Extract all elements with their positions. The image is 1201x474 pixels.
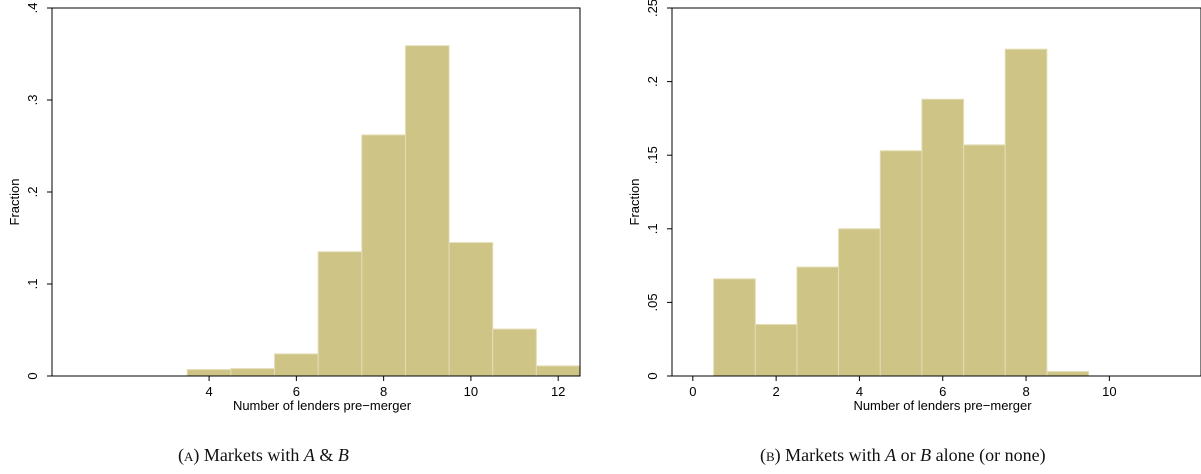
y-axis-title: Fraction (7, 179, 22, 226)
y-tick-label: .1 (25, 279, 40, 290)
y-tick-label: .25 (645, 0, 660, 17)
histogram-bar (317, 251, 363, 377)
caption-b-pre: Markets with (785, 445, 886, 465)
histogram-panel-a: 4 6 8 10 12 0 .1 .2 .3 .4 Number of lenders pre−me… (7, 3, 581, 413)
x-tick-label: 4 (205, 384, 212, 399)
x-tick-label: 6 (939, 384, 946, 399)
x-tick-label: 8 (1022, 384, 1029, 399)
caption-a-letter: (a) (178, 445, 200, 465)
histogram-bar (492, 328, 537, 377)
caption-b-var2: B (920, 445, 932, 465)
caption-b-letter: (b) (760, 445, 781, 465)
caption-a-pre: Markets with (203, 445, 304, 465)
caption-a-var2: B (337, 445, 349, 465)
x-tick-label: 0 (689, 384, 696, 399)
x-tick-label: 6 (293, 384, 300, 399)
y-tick-label: .05 (645, 293, 660, 311)
y-tick-label: 0 (645, 372, 660, 379)
plot-frame (51, 7, 581, 377)
histogram-panel-b: 0 2 4 6 8 10 0 .05 .1 .15 .2 .25 Number of lenders p… (627, 0, 1201, 413)
caption-a-mid: & (314, 445, 338, 465)
x-tick-label: 8 (380, 384, 387, 399)
caption-b-var1: A (885, 445, 897, 465)
histogram-bar (1046, 371, 1090, 377)
histogram-bar (274, 353, 319, 377)
x-axis-title: Number of lenders pre−merger (853, 398, 1032, 413)
y-tick-label: .1 (645, 223, 660, 234)
y-tick-label: .3 (25, 95, 40, 106)
caption-b-post: alone (or none) (931, 445, 1046, 465)
x-tick-label: 2 (773, 384, 780, 399)
histogram-bar (879, 150, 923, 377)
y-tick-label: .2 (645, 76, 660, 87)
y-tick-label: 0 (25, 372, 40, 379)
histogram-bar (963, 144, 1006, 377)
histogram-bar (713, 278, 756, 377)
histogram-bar (535, 365, 581, 377)
y-tick-label: .4 (25, 3, 40, 14)
histogram-bar (921, 98, 965, 377)
histogram-bar (448, 242, 494, 377)
plot-frame (671, 7, 1201, 377)
histogram-bar (230, 368, 276, 377)
caption-b-mid: or (896, 445, 921, 465)
caption-b: (b) Markets with A or B alone (or none) (760, 445, 1046, 466)
x-tick-label: 4 (856, 384, 863, 399)
y-tick-label: .15 (645, 146, 660, 164)
caption-a: (a) Markets with A & B (178, 445, 349, 466)
histogram-bar (754, 323, 798, 377)
histogram-bar (186, 369, 232, 377)
x-tick-label: 12 (551, 384, 565, 399)
histogram-bar (838, 228, 881, 377)
histogram-bar (1004, 48, 1048, 377)
y-axis-title: Fraction (627, 179, 642, 226)
caption-a-var1: A (303, 445, 315, 465)
histogram-bar (796, 266, 840, 377)
x-tick-label: 10 (1102, 384, 1116, 399)
y-tick-label: .2 (25, 187, 40, 198)
histogram-bar (404, 45, 450, 377)
x-axis-title: Number of lenders pre−merger (233, 398, 412, 413)
histogram-bar (361, 134, 406, 377)
x-tick-label: 10 (464, 384, 478, 399)
